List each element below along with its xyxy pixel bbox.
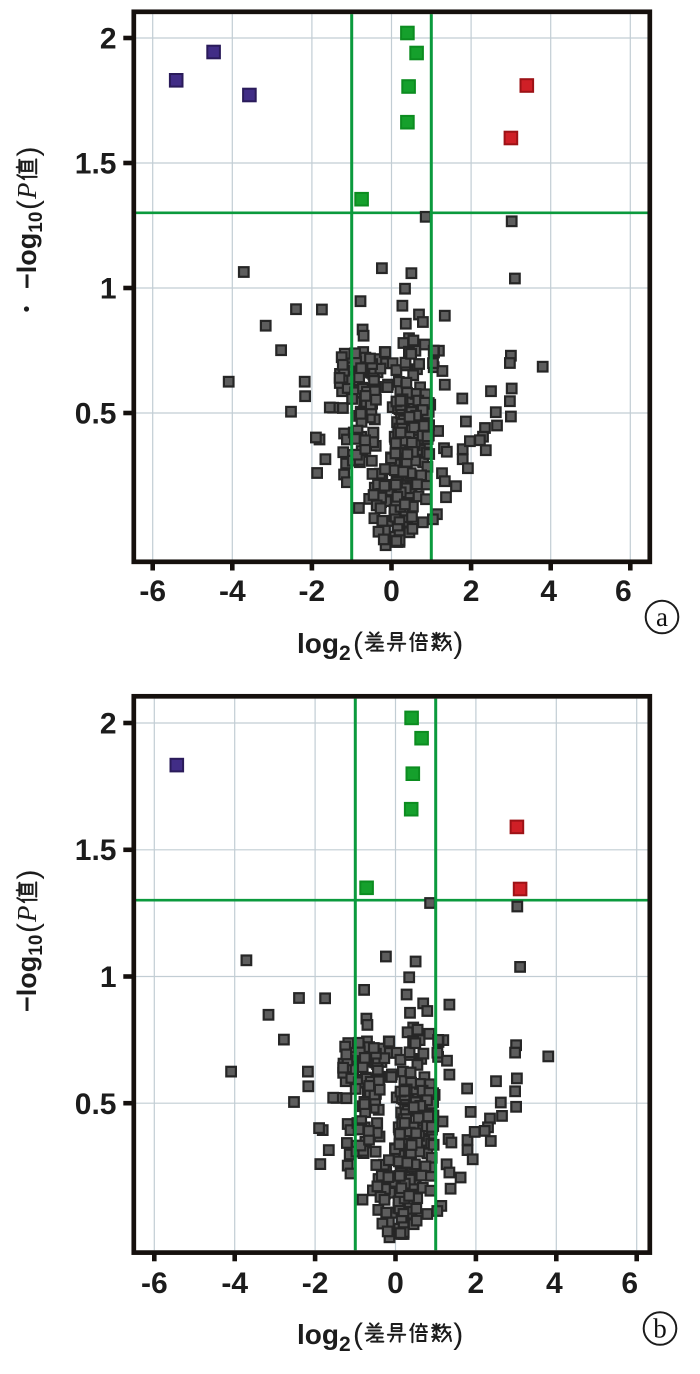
svg-text:): ) [12,870,45,880]
svg-text:1: 1 [100,961,117,994]
svg-text:1.5: 1.5 [75,834,117,867]
svg-text:-4: -4 [221,1267,248,1300]
svg-text:2: 2 [463,575,480,608]
svg-text:(: ( [353,1318,363,1351]
svg-text:(: ( [12,200,45,210]
svg-text:0: 0 [387,1267,404,1300]
svg-text:-2: -2 [302,1267,329,1300]
svg-text:6: 6 [621,1267,638,1300]
svg-text:2: 2 [100,708,117,741]
svg-text:2: 2 [468,1267,485,1300]
svg-text:P: P [12,183,42,201]
svg-text:(: ( [353,627,363,660]
svg-text:-6: -6 [141,1267,168,1300]
svg-text:): ) [453,627,463,660]
svg-text:): ) [453,1318,463,1351]
svg-text:2: 2 [100,23,117,56]
svg-text:(: ( [12,923,45,933]
svg-text:b: b [653,1314,667,1344]
svg-text:0: 0 [383,575,400,608]
svg-text:-4: -4 [219,575,246,608]
svg-text:1: 1 [100,273,117,306]
svg-text:0.5: 0.5 [75,1088,117,1121]
svg-text:): ) [12,147,45,157]
svg-text:1.5: 1.5 [75,148,117,181]
svg-text:4: 4 [546,1267,563,1300]
svg-text:6: 6 [615,575,632,608]
svg-text:-2: -2 [299,575,326,608]
svg-text:4: 4 [540,575,557,608]
svg-text:0.5: 0.5 [75,398,117,431]
svg-text:P: P [12,906,42,924]
svg-text:-6: -6 [139,575,166,608]
svg-text:a: a [656,602,668,632]
